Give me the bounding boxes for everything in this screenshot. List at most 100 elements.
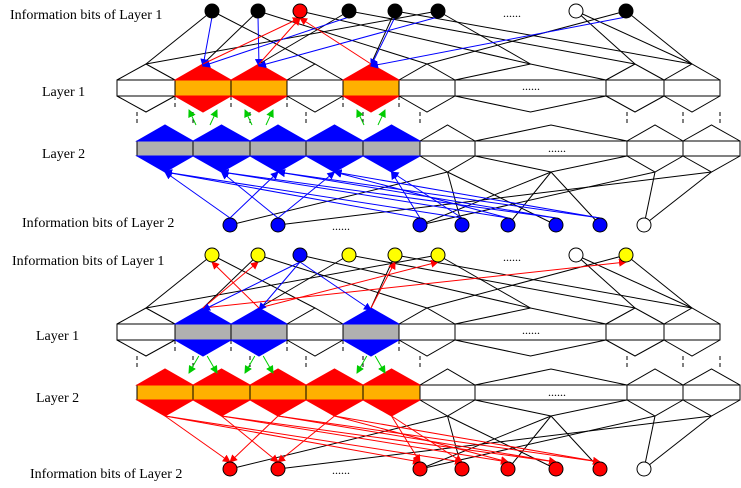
layer-update-arrow: [244, 355, 256, 374]
info2-bit-node: [270, 217, 286, 233]
layer1-cap-top: [116, 307, 176, 325]
layer1-block: [342, 323, 400, 341]
info1-return-arrow: [258, 261, 301, 311]
panel-bottom-lines: [136, 254, 721, 470]
info1-edge: [202, 10, 259, 65]
panel-top-layer1: [116, 63, 721, 113]
layer1-cap-top: [341, 63, 401, 81]
info1-edge: [145, 10, 213, 65]
info2-bit-node: [500, 217, 516, 233]
info1-message-arrow: [202, 261, 259, 309]
layer1-block: [398, 79, 456, 97]
info2-message-arrow: [164, 415, 463, 465]
info2-bit-node: [412, 461, 428, 477]
layer1-cap-top: [341, 307, 401, 325]
layer-update-arrow: [265, 109, 274, 126]
info1-return-arrow: [258, 17, 301, 65]
info2-edge: [277, 415, 712, 470]
layer2-block: [192, 140, 251, 157]
layer2-cap-top: [361, 368, 422, 386]
panel-bottom: Information bits of Layer 1 Layer 1 Laye…: [12, 247, 741, 482]
layer-update-arrow: [188, 355, 200, 374]
info2-ellipsis: ......: [332, 463, 350, 477]
info1-edge: [437, 10, 531, 65]
layer1-block: [174, 79, 232, 97]
info1-edge: [575, 254, 636, 309]
info1-message-arrow: [200, 16, 213, 67]
info1-edge: [625, 10, 693, 65]
info2-bit-node: [222, 217, 238, 233]
info1-edge: [437, 254, 531, 309]
layer1-cap-bottom: [605, 339, 665, 357]
info1-bit-node: [250, 247, 266, 263]
layer1-cap-top: [229, 307, 289, 325]
layer1-cap-bottom: [286, 339, 344, 357]
info2-bit-node: [592, 461, 608, 477]
layer2-cap-bottom: [304, 155, 365, 173]
layer2-cap-top: [419, 368, 476, 386]
info2-message-arrow: [333, 169, 509, 219]
layer2-block: [136, 384, 194, 401]
layer2-cap-bottom: [135, 155, 195, 173]
info1-bit-node: [204, 3, 220, 19]
info1-bit-node: [568, 3, 584, 19]
info1-edge: [145, 254, 213, 309]
info1-edge: [625, 254, 693, 309]
layer2-cap-bottom: [682, 155, 741, 173]
layer1-cap-bottom: [454, 339, 607, 357]
layer1-cap-bottom: [663, 339, 721, 357]
layer2-ellipsis: ......: [548, 385, 566, 399]
layer1-block: [116, 79, 176, 97]
info1-bit-node: [430, 247, 446, 263]
layer2-cap-top: [304, 368, 365, 386]
info1-bit-node: [204, 247, 220, 263]
info2-message-arrow: [220, 168, 557, 219]
layer2-cap-top: [626, 368, 684, 386]
info2-message-arrow: [221, 415, 557, 466]
layer-update-arrow: [209, 109, 218, 126]
layer2-cap-top: [474, 124, 628, 142]
layer1-cap-top: [605, 307, 665, 325]
layer2-cap-top: [135, 368, 195, 386]
info2-message-arrow: [277, 415, 335, 463]
info2-message-arrow: [220, 169, 509, 219]
info1-edge: [348, 10, 636, 65]
info2-edge: [447, 171, 557, 226]
layer-update-arrow: [377, 109, 386, 126]
info1-edge: [299, 10, 531, 65]
layer1-cap-bottom: [116, 95, 176, 113]
info2-message-arrow: [164, 169, 463, 219]
info1-bit-node: [430, 3, 446, 19]
layer2-block: [305, 384, 364, 401]
layer2-cap-bottom: [419, 155, 476, 173]
info1-message-arrow: [370, 261, 396, 309]
info1-edge: [426, 254, 627, 309]
info1-edge: [394, 10, 693, 65]
layer1-block: [286, 323, 344, 341]
layer-update-arrow: [356, 109, 365, 126]
layer1-cap-top: [663, 307, 721, 325]
info1-bit-node: [250, 3, 266, 19]
info1-edge: [211, 254, 316, 309]
layer2-cap-top: [626, 124, 684, 142]
info1-message-arrow: [258, 16, 439, 69]
layer2-block: [136, 140, 194, 157]
layer2-block: [249, 140, 307, 157]
layer2-cap-top: [191, 124, 252, 142]
layer1-label: Layer 1: [42, 85, 85, 100]
layer2-label: Layer 2: [42, 147, 85, 162]
info1-edge: [145, 10, 439, 65]
info1-edge: [257, 10, 428, 65]
layer1-cap-bottom: [173, 339, 233, 357]
layer1-cap-bottom: [398, 339, 456, 357]
layer1-cap-bottom: [605, 95, 665, 113]
info2-bit-node: [500, 461, 516, 477]
panel-bottom-layer2: [135, 368, 741, 417]
layer-update-arrow: [374, 355, 386, 374]
info1-ellipsis: ......: [503, 250, 521, 264]
layer2-cap-bottom: [682, 399, 741, 417]
layer1-cap-top: [229, 63, 289, 81]
info2-bit-node: [412, 217, 428, 233]
info1-label: Information bits of Layer 1: [10, 8, 162, 23]
layer1-cap-top: [173, 307, 233, 325]
